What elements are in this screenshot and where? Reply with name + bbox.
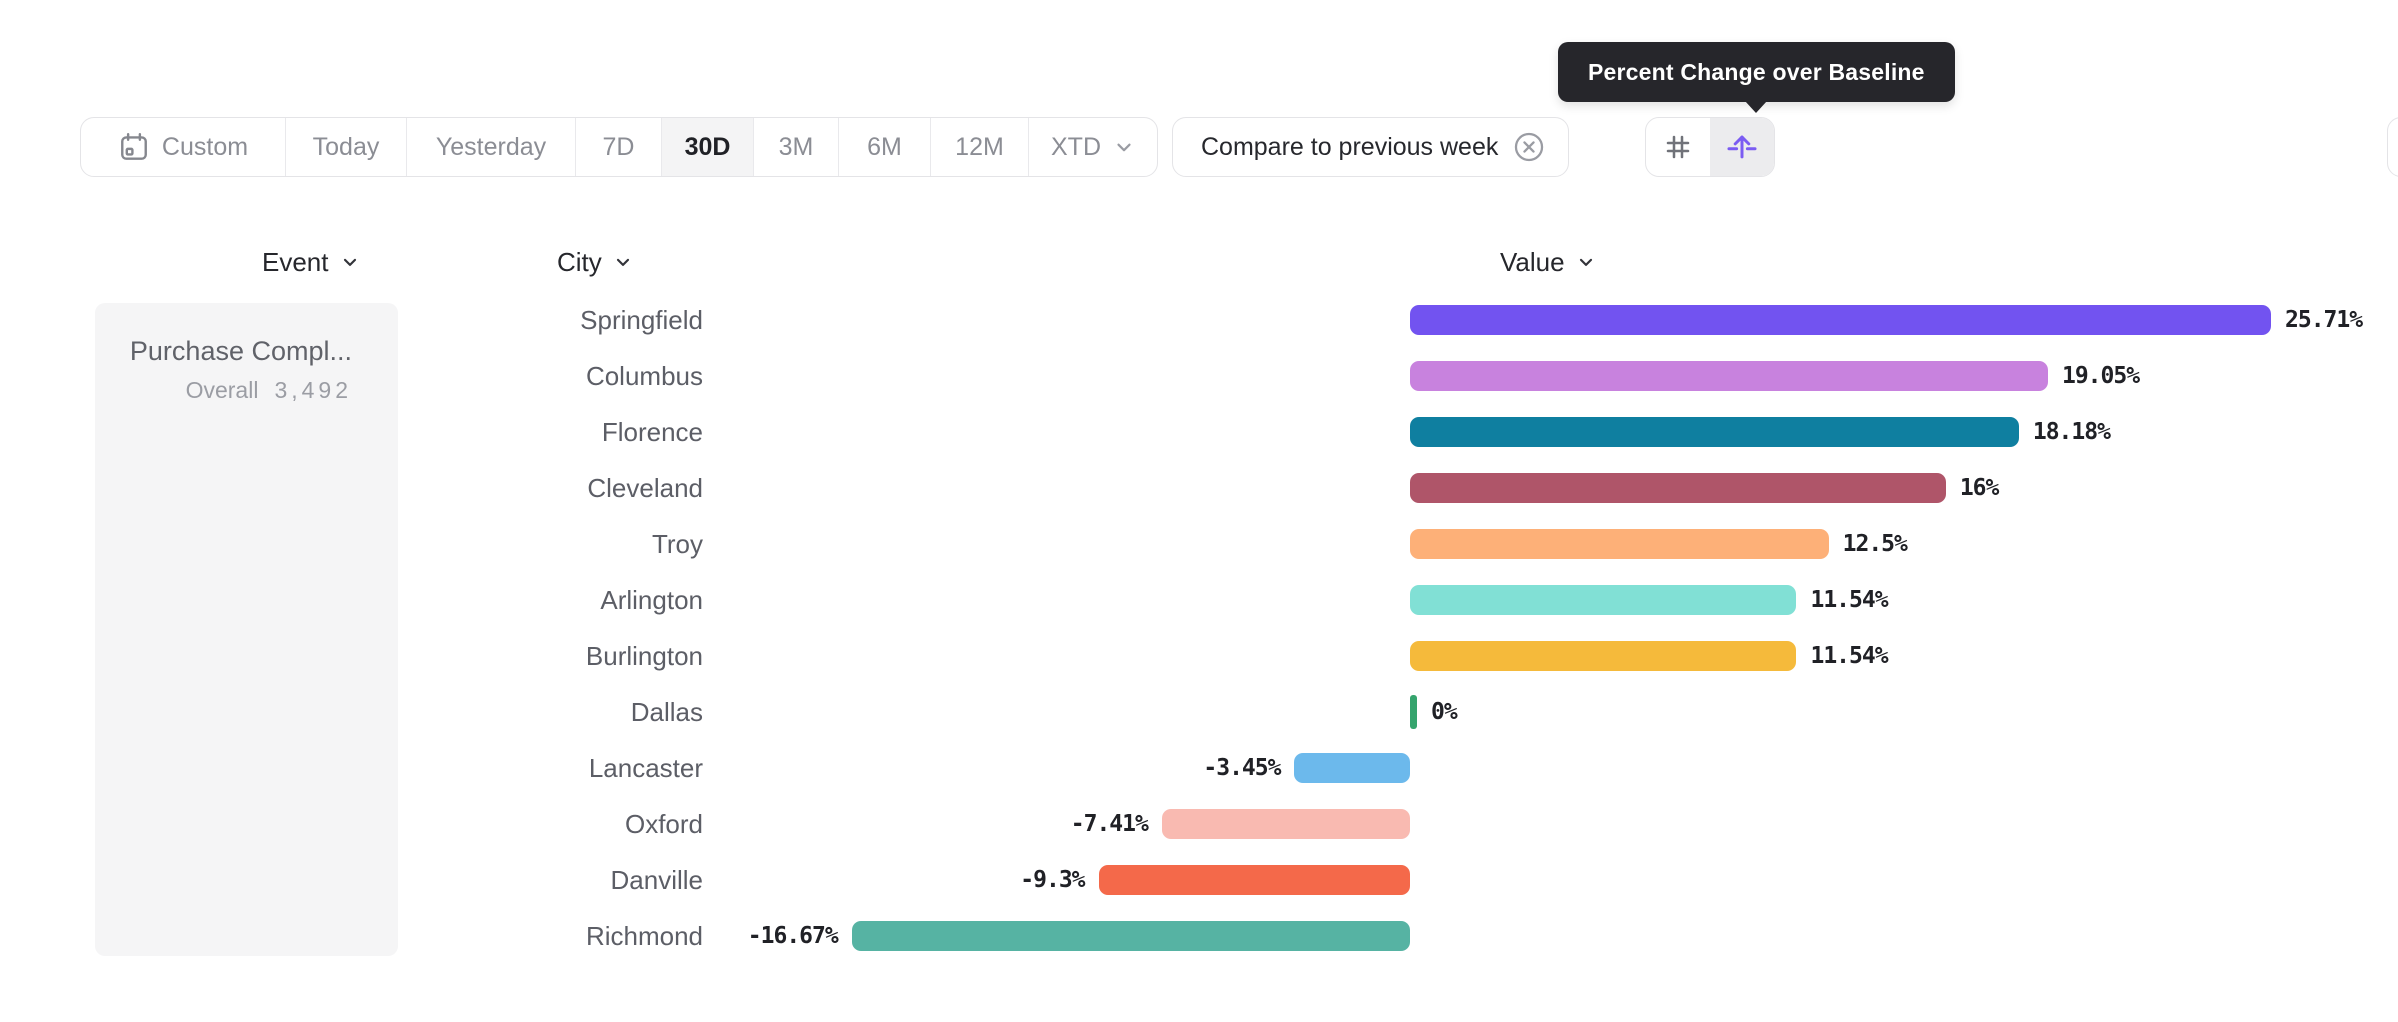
bar-arlington[interactable]	[1410, 585, 1797, 615]
city-label: Dallas	[630, 696, 703, 727]
chevron-down-icon	[1579, 258, 1592, 266]
chevron-down-icon	[616, 258, 629, 266]
event-title: Purchase Compl...	[129, 336, 352, 366]
date-range-label: 3M	[778, 132, 814, 161]
compare-pill[interactable]: Compare to previous week	[1172, 117, 1570, 177]
column-header-value[interactable]: Value	[1500, 240, 1596, 284]
value-label: 16%	[1959, 475, 2000, 501]
chart-row: Danville -9.3%	[0, 852, 2398, 908]
value-label: 18.18%	[2032, 419, 2111, 445]
date-range-6m[interactable]: 6M	[839, 118, 931, 176]
value-label: -16.67%	[747, 923, 839, 949]
chart-row: Oxford -7.41%	[0, 796, 2398, 852]
bar-dallas[interactable]	[1410, 695, 1417, 729]
date-range-xtd[interactable]: XTD	[1029, 118, 1157, 176]
date-range-yesterday[interactable]: Yesterday	[407, 118, 576, 176]
city-label: Richmond	[585, 920, 703, 951]
city-label: Florence	[601, 416, 703, 447]
chevron-down-icon	[343, 258, 356, 266]
bar-columbus[interactable]	[1410, 361, 2048, 391]
date-range-custom[interactable]: Custom	[81, 118, 286, 176]
date-range-today[interactable]: Today	[286, 118, 407, 176]
value-label: 19.05%	[2061, 363, 2140, 389]
date-range-label: Yesterday	[435, 132, 547, 161]
compare-label: Compare to previous week	[1201, 132, 1499, 161]
date-range-label: XTD	[1051, 132, 1101, 161]
date-range-label: Custom	[161, 132, 249, 161]
bar-lancaster[interactable]	[1294, 753, 1410, 783]
column-header-label: Event	[262, 246, 329, 277]
value-label: 25.71%	[2285, 307, 2363, 333]
bar-troy[interactable]	[1410, 529, 1829, 559]
date-range-control: Custom Today Yesterday 7D 30D 3M 6M 12M …	[80, 117, 1158, 177]
city-label: Oxford	[624, 808, 703, 839]
overall-label: Overall	[185, 377, 259, 403]
view-mode-numbers[interactable]	[1646, 118, 1710, 176]
value-label: 0%	[1431, 699, 1458, 725]
clipped-right-button[interactable]	[2387, 117, 2398, 177]
bar-burlington[interactable]	[1410, 641, 1797, 671]
chart-row: Burlington 11.54%	[0, 628, 2398, 684]
view-mode-percent-change[interactable]	[1710, 118, 1774, 176]
chart-row: Springfield 25.71%	[0, 292, 2398, 348]
bar-cleveland[interactable]	[1410, 473, 1946, 503]
city-label: Lancaster	[588, 752, 703, 783]
value-label: 11.54%	[1810, 587, 1888, 613]
city-label: Arlington	[600, 584, 703, 615]
close-circle-icon[interactable]	[1512, 130, 1546, 164]
value-label: -9.3%	[1020, 867, 1085, 893]
value-label: -3.45%	[1203, 755, 1281, 781]
date-range-12m[interactable]: 12M	[931, 118, 1029, 176]
column-header-label: Value	[1500, 246, 1565, 277]
value-label: -7.41%	[1070, 811, 1149, 837]
column-header-label: City	[557, 246, 602, 277]
arrow-up-baseline-icon	[1727, 135, 1757, 159]
chart-row: Columbus 19.05%	[0, 348, 2398, 404]
event-overall-row: Overall 3,492	[95, 377, 352, 404]
value-label: 12.5%	[1842, 531, 1908, 557]
bar-richmond[interactable]	[851, 921, 1410, 951]
bar-oxford[interactable]	[1161, 809, 1410, 839]
bar-chart: Springfield 25.71% Columbus 19.05% Flore…	[0, 292, 2398, 964]
column-header-event[interactable]: Event	[262, 240, 360, 284]
city-label: Columbus	[585, 360, 703, 391]
date-range-label: 30D	[684, 132, 731, 161]
chart-row: Florence 18.18%	[0, 404, 2398, 460]
bar-springfield[interactable]	[1410, 305, 2272, 335]
chevron-down-icon	[1117, 143, 1131, 152]
date-range-30d[interactable]: 30D	[662, 118, 754, 176]
chart-row: Richmond -16.67%	[0, 908, 2398, 964]
bar-florence[interactable]	[1410, 417, 2019, 447]
date-range-label: 6M	[867, 132, 902, 161]
chart-row: Arlington 11.54%	[0, 572, 2398, 628]
city-label: Troy	[651, 528, 703, 559]
calendar-icon	[120, 133, 147, 160]
chart-row: Dallas 0%	[0, 684, 2398, 740]
event-card[interactable]: Purchase Compl... Overall 3,492	[95, 303, 398, 956]
tooltip-text: Percent Change over Baseline	[1588, 58, 1925, 85]
date-range-label: 12M	[955, 132, 1004, 161]
city-label: Cleveland	[587, 472, 703, 503]
view-mode-toggle	[1645, 117, 1775, 177]
bar-danville[interactable]	[1098, 865, 1410, 895]
date-range-7d[interactable]: 7D	[576, 118, 662, 176]
date-range-label: Today	[312, 132, 380, 161]
hash-icon	[1666, 135, 1690, 159]
city-label: Burlington	[585, 640, 703, 671]
city-label: Danville	[610, 864, 704, 895]
value-label: 11.54%	[1810, 643, 1888, 669]
chart-row: Cleveland 16%	[0, 460, 2398, 516]
city-label: Springfield	[580, 304, 703, 335]
tooltip-percent-change: Percent Change over Baseline	[1558, 42, 1955, 102]
overall-value: 3,492	[274, 377, 352, 403]
date-range-label: 7D	[602, 132, 635, 161]
date-range-3m[interactable]: 3M	[754, 118, 839, 176]
chart-row: Lancaster -3.45%	[0, 740, 2398, 796]
column-header-city[interactable]: City	[557, 240, 633, 284]
chart-row: Troy 12.5%	[0, 516, 2398, 572]
